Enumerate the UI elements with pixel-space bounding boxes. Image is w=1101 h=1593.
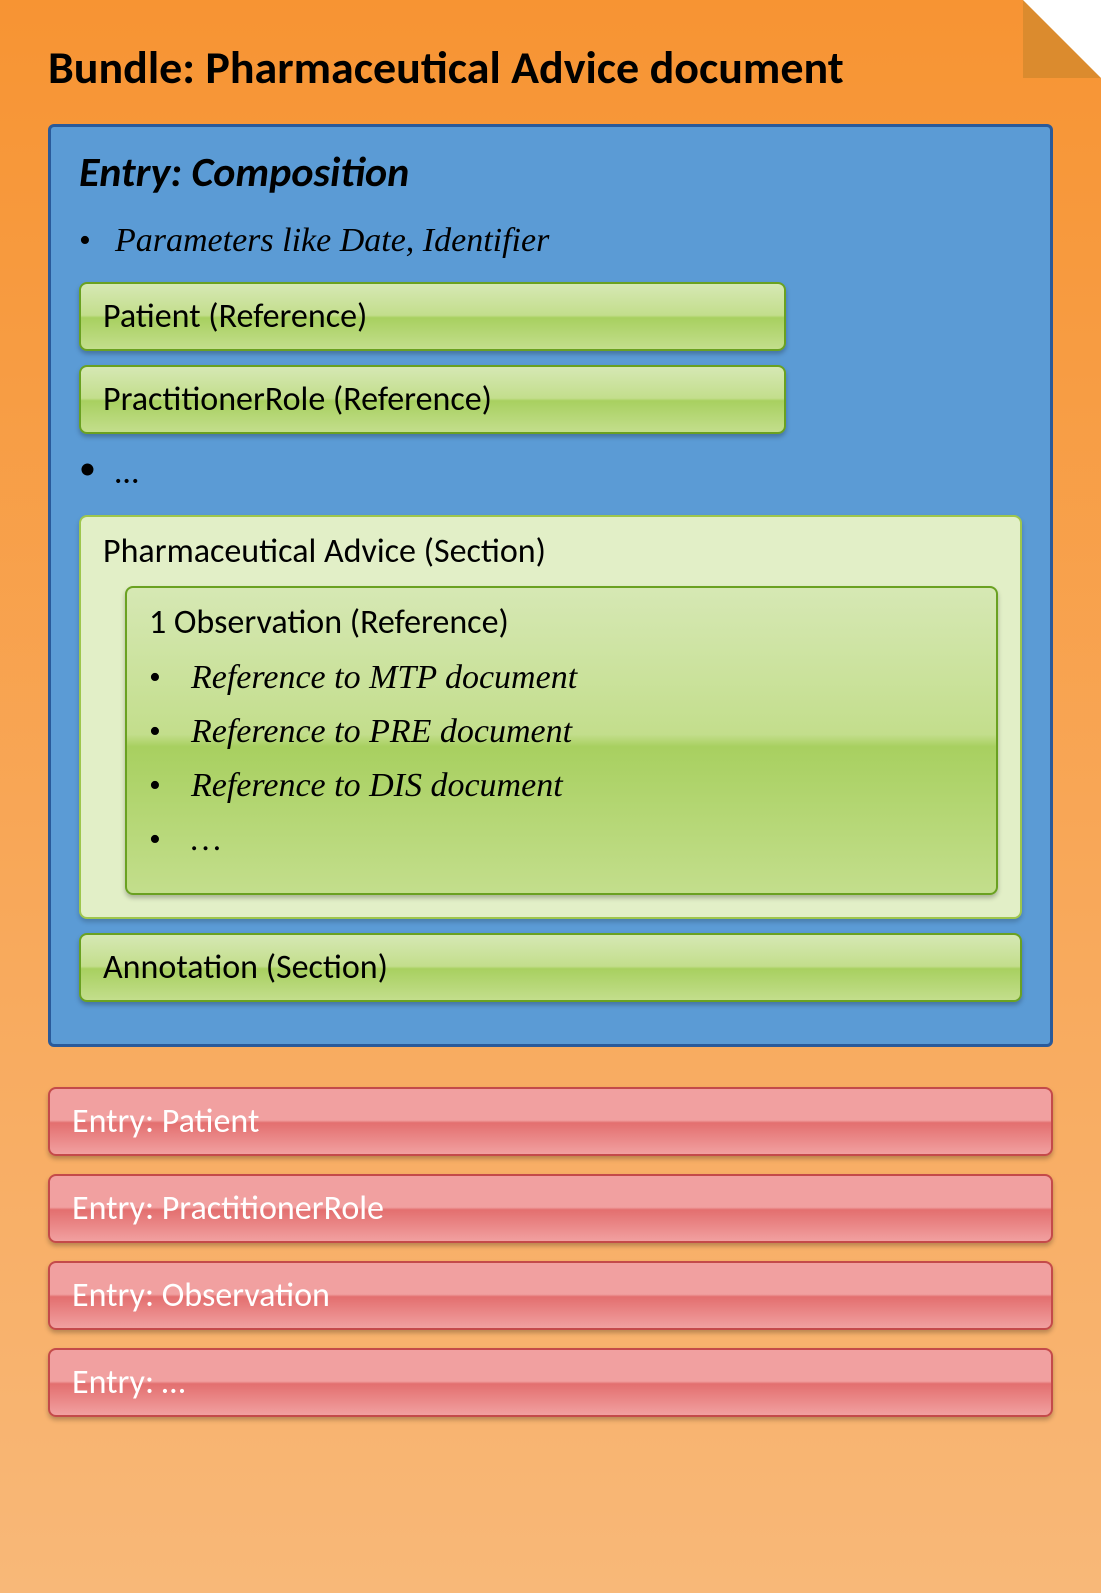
patient-reference-box: Patient (Reference)	[79, 282, 786, 351]
observation-ref-item: Reference to DIS document	[149, 767, 974, 805]
observation-title: 1 Observation (Reference)	[149, 602, 974, 643]
observation-ref-item: Reference to MTP document	[149, 659, 974, 697]
bundle-title: Bundle: Pharmaceutical Advice document	[48, 40, 1053, 96]
annotation-section-box: Annotation (Section)	[79, 933, 1022, 1002]
entry-box: Entry: Observation	[48, 1261, 1053, 1330]
advice-section-box: Pharmaceutical Advice (Section) 1 Observ…	[79, 515, 1022, 919]
observation-ref-item: Reference to PRE document	[149, 713, 974, 751]
page-fold-corner	[1023, 0, 1101, 78]
observation-box: 1 Observation (Reference) Reference to M…	[125, 586, 998, 895]
advice-section-title: Pharmaceutical Advice (Section)	[103, 531, 998, 572]
entry-box: Entry: PractitionerRole	[48, 1174, 1053, 1243]
composition-ellipsis: …	[79, 452, 1022, 493]
composition-title: Entry: Composition	[79, 147, 1022, 198]
composition-box: Entry: Composition Parameters like Date,…	[48, 124, 1053, 1047]
composition-param-bullet: Parameters like Date, Identifier	[79, 222, 1022, 260]
entry-box: Entry: …	[48, 1348, 1053, 1417]
bundle-container: Bundle: Pharmaceutical Advice document E…	[0, 0, 1101, 1593]
practitioner-reference-box: PractitionerRole (Reference)	[79, 365, 786, 434]
observation-ellipsis: …	[149, 821, 974, 859]
entry-box: Entry: Patient	[48, 1087, 1053, 1156]
